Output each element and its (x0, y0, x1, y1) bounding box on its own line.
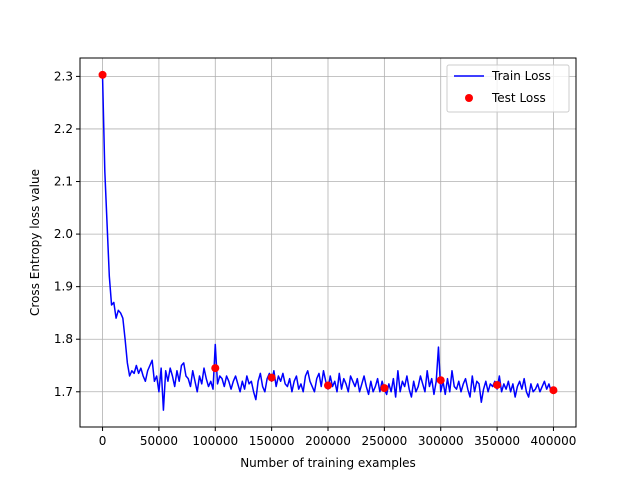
test-loss-point (324, 381, 332, 390)
legend-label-train-loss: Train Loss (491, 69, 551, 83)
x-axis-label: Number of training examples (240, 456, 416, 470)
axis-ticks: 0 50000 100000 150000 200000 250000 300000 3500… (54, 69, 576, 448)
y-tick-label: 1.9 (54, 280, 73, 294)
test-loss-point (549, 386, 558, 395)
x-tick-label: 400000 (531, 434, 577, 448)
grid (80, 58, 576, 427)
x-tick-label: 50000 (140, 434, 178, 448)
x-tick-label: 150000 (249, 434, 295, 448)
x-tick-label: 350000 (474, 434, 520, 448)
test-loss-point (380, 384, 389, 393)
legend: Train Loss Test Loss (446, 64, 570, 113)
y-tick-label: 2.2 (54, 122, 73, 136)
y-tick-label: 1.8 (54, 332, 73, 346)
x-tick-label: 200000 (305, 434, 351, 448)
y-tick-label: 2.3 (54, 69, 73, 83)
x-tick-label: 300000 (418, 434, 464, 448)
x-tick-label: 250000 (361, 434, 407, 448)
test-loss-point (98, 70, 107, 79)
plot-series (98, 70, 558, 411)
test-loss-point (493, 380, 502, 389)
test-loss-point (211, 364, 220, 373)
legend-label-test-loss: Test Loss (491, 91, 546, 105)
x-tick-label: 100000 (192, 434, 238, 448)
test-loss-point (267, 373, 276, 382)
legend-swatch-test-loss (465, 94, 473, 102)
y-tick-label: 1.7 (54, 385, 73, 399)
x-tick-label: 0 (99, 434, 107, 448)
y-tick-label: 2.0 (54, 227, 73, 241)
y-axis-label: Cross Entropy loss value (28, 169, 42, 316)
y-tick-label: 2.1 (54, 175, 73, 189)
test-loss-point (436, 376, 445, 385)
